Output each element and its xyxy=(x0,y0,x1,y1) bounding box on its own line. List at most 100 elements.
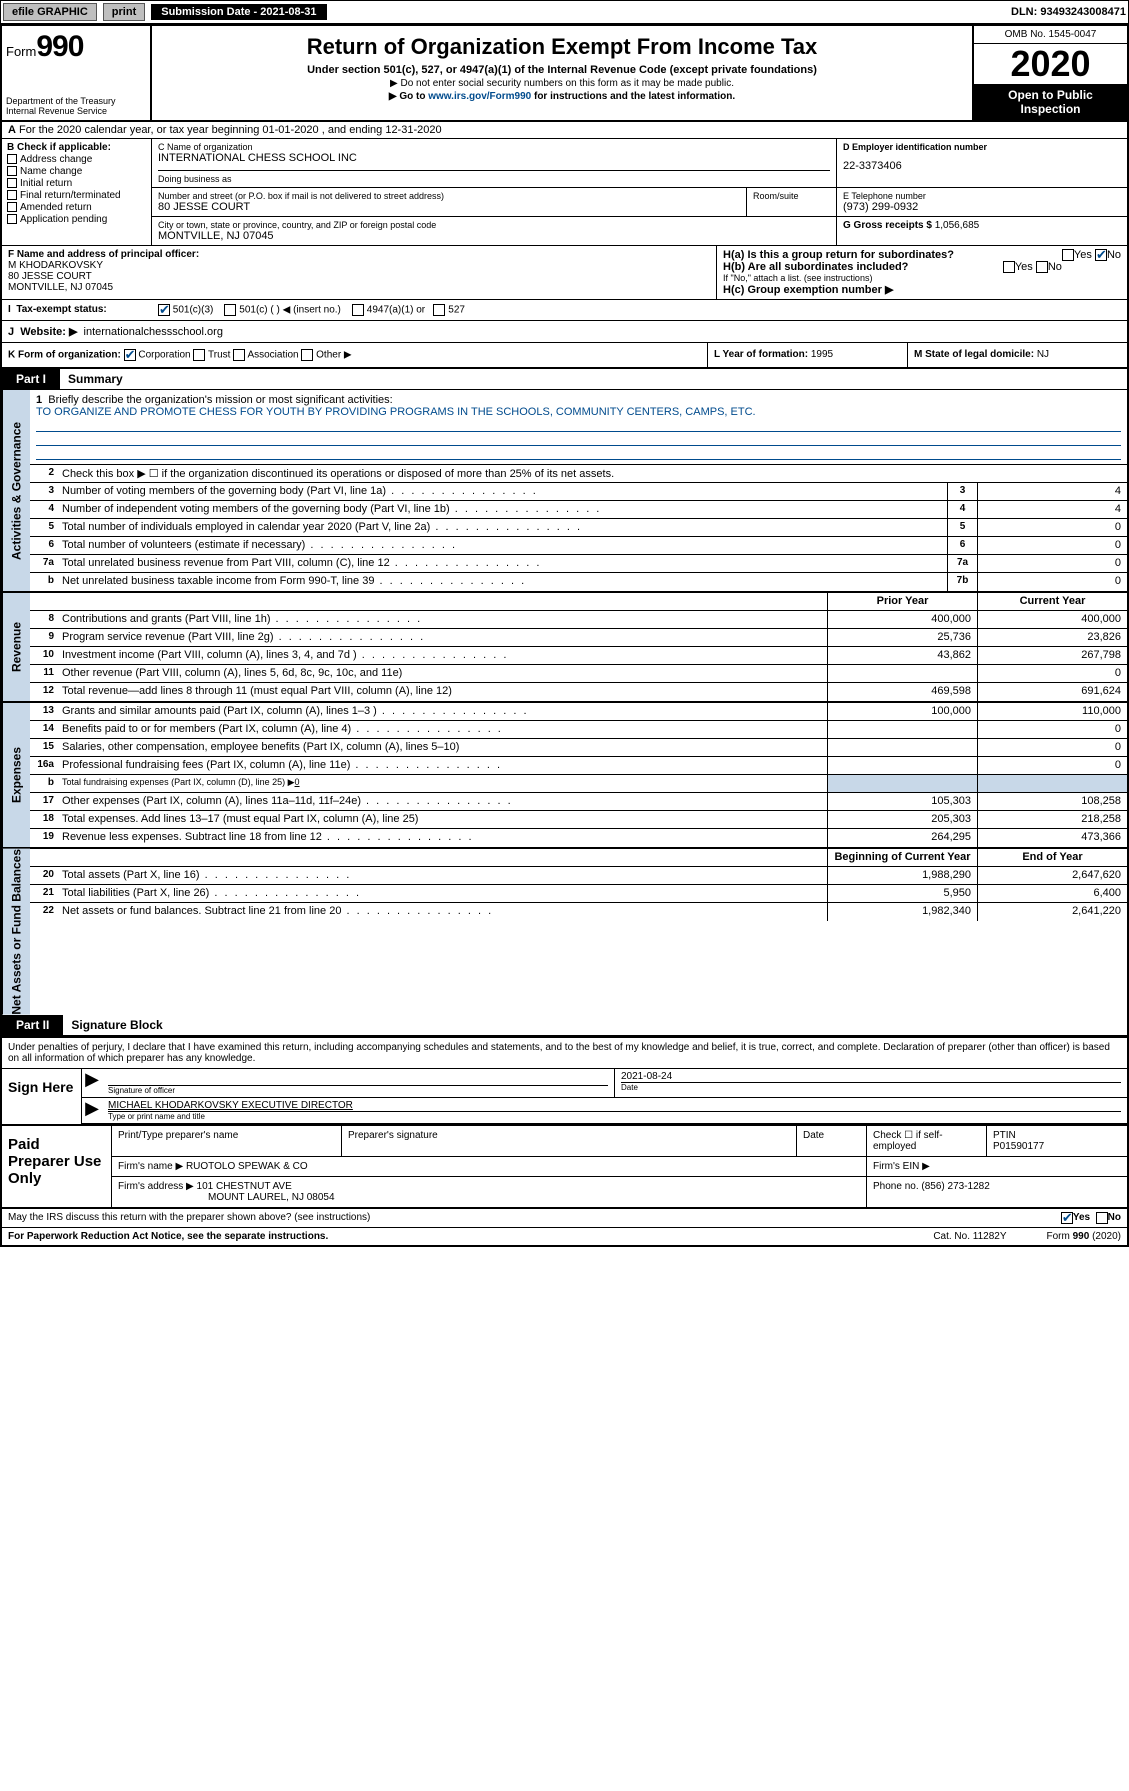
prep-name-hdr: Print/Type preparer's name xyxy=(112,1126,342,1156)
box-b: B Check if applicable: Address change Na… xyxy=(2,139,152,245)
line16b: Total fundraising expenses (Part IX, col… xyxy=(58,775,827,792)
discuss-yes[interactable] xyxy=(1061,1212,1073,1224)
chk-527[interactable] xyxy=(433,304,445,316)
discuss-no[interactable] xyxy=(1096,1212,1108,1224)
line20: Total assets (Part X, line 16) xyxy=(58,867,827,884)
efile-button[interactable]: efile GRAPHIC xyxy=(3,3,97,21)
phone-value: (856) 273-1282 xyxy=(921,1181,989,1192)
form-title: Return of Organization Exempt From Incom… xyxy=(160,34,964,60)
line2: Check this box ▶ ☐ if the organization d… xyxy=(58,465,1127,482)
note-goto: ▶ Go to www.irs.gov/Form990 for instruct… xyxy=(160,91,964,102)
officer-addr1: 80 JESSE COURT xyxy=(8,271,710,282)
chk-other[interactable] xyxy=(301,349,313,361)
org-name: INTERNATIONAL CHESS SCHOOL INC xyxy=(158,152,830,164)
paid-preparer-label: Paid Preparer Use Only xyxy=(2,1126,112,1207)
chk-501c[interactable] xyxy=(224,304,236,316)
sig-officer-label: Signature of officer xyxy=(108,1085,608,1095)
addr-label: Number and street (or P.O. box if mail i… xyxy=(158,191,740,201)
officer-name: M KHODARKOVSKY xyxy=(8,260,710,271)
line9: Program service revenue (Part VIII, line… xyxy=(58,629,827,646)
city-label: City or town, state or province, country… xyxy=(158,220,830,230)
firm-name-label: Firm's name ▶ xyxy=(118,1161,183,1172)
chk-name-change[interactable]: Name change xyxy=(20,166,82,177)
form-frame: Form990 Department of the Treasury Inter… xyxy=(0,24,1129,1247)
row-a-period: A For the 2020 calendar year, or tax yea… xyxy=(2,122,1127,139)
website: internationalchessschool.org xyxy=(84,326,223,338)
phone-label: Phone no. xyxy=(873,1181,919,1192)
vtab-expenses: Expenses xyxy=(2,703,30,847)
ptin-label: PTIN xyxy=(993,1130,1121,1141)
open-public-badge: Open to Public Inspection xyxy=(974,84,1127,120)
irs-link[interactable]: www.irs.gov/Form990 xyxy=(428,91,531,102)
chk-address-change[interactable]: Address change xyxy=(20,154,92,165)
sign-date-label: Date xyxy=(621,1082,1121,1092)
line19: Revenue less expenses. Subtract line 18 … xyxy=(58,829,827,847)
city-state-zip: MONTVILLE, NJ 07045 xyxy=(158,230,830,242)
line4: Number of independent voting members of … xyxy=(58,501,947,518)
perjury-statement: Under penalties of perjury, I declare th… xyxy=(2,1038,1127,1069)
line7b: Net unrelated business taxable income fr… xyxy=(58,573,947,591)
gross-receipts: 1,056,685 xyxy=(935,220,980,231)
dln: DLN: 93493243008471 xyxy=(1011,6,1126,18)
firm-addr1: 101 CHESTNUT AVE xyxy=(197,1181,292,1192)
line10: Investment income (Part VIII, column (A)… xyxy=(58,647,827,664)
part2-header: Part II Signature Block xyxy=(2,1015,1127,1036)
vtab-revenue: Revenue xyxy=(2,593,30,701)
line22: Net assets or fund balances. Subtract li… xyxy=(58,903,827,921)
street-address: 80 JESSE COURT xyxy=(158,201,740,213)
line16a: Professional fundraising fees (Part IX, … xyxy=(58,757,827,774)
print-button[interactable]: print xyxy=(103,3,145,21)
h-a: H(a) Is this a group return for subordin… xyxy=(723,249,1121,261)
vtab-governance: Activities & Governance xyxy=(2,390,30,591)
chk-assoc[interactable] xyxy=(233,349,245,361)
form-subtitle: Under section 501(c), 527, or 4947(a)(1)… xyxy=(160,64,964,76)
hdr-end: End of Year xyxy=(977,849,1127,866)
line8: Contributions and grants (Part VIII, lin… xyxy=(58,611,827,628)
line18: Total expenses. Add lines 13–17 (must eq… xyxy=(58,811,827,828)
chk-trust[interactable] xyxy=(193,349,205,361)
form-footer: Form 990 (2020) xyxy=(1047,1231,1121,1242)
box-l: L Year of formation: 1995 xyxy=(707,343,907,367)
chk-corp[interactable] xyxy=(124,349,136,361)
box-e-label: E Telephone number xyxy=(843,191,1121,201)
line1-label: Briefly describe the organization's miss… xyxy=(48,394,392,406)
telephone: (973) 299-0932 xyxy=(843,201,1121,213)
topbar: efile GRAPHIC print Submission Date - 20… xyxy=(0,0,1129,24)
dba-label: Doing business as xyxy=(158,170,830,184)
box-m: M State of legal domicile: NJ xyxy=(907,343,1127,367)
line7a: Total unrelated business revenue from Pa… xyxy=(58,555,947,572)
officer-name-title: MICHAEL KHODARKOVSKY EXECUTIVE DIRECTOR xyxy=(108,1100,1121,1111)
line14: Benefits paid to or for members (Part IX… xyxy=(58,721,827,738)
firm-addr-label: Firm's address ▶ xyxy=(118,1181,194,1192)
chk-501c3[interactable] xyxy=(158,304,170,316)
ptin-value: P01590177 xyxy=(993,1141,1121,1152)
form-header: Form990 Department of the Treasury Inter… xyxy=(2,26,1127,122)
box-f-label: F Name and address of principal officer: xyxy=(8,249,710,260)
line21: Total liabilities (Part X, line 26) xyxy=(58,885,827,902)
chk-app-pending[interactable]: Application pending xyxy=(20,214,107,225)
vtab-net-assets: Net Assets or Fund Balances xyxy=(2,849,30,1015)
prep-date-hdr: Date xyxy=(797,1126,867,1156)
officer-addr2: MONTVILLE, NJ 07045 xyxy=(8,282,710,293)
sign-date: 2021-08-24 xyxy=(621,1071,1121,1082)
note-ssn: ▶ Do not enter social security numbers o… xyxy=(160,78,964,89)
chk-amended[interactable]: Amended return xyxy=(20,202,92,213)
mission-text: TO ORGANIZE AND PROMOTE CHESS FOR YOUTH … xyxy=(36,406,1121,418)
box-k: K Form of organization: Corporation Trus… xyxy=(2,343,707,367)
prep-self-hdr: Check ☐ if self-employed xyxy=(867,1126,987,1156)
irs-label: Internal Revenue Service xyxy=(6,106,146,116)
line3: Number of voting members of the governin… xyxy=(58,483,947,500)
h-b-note: If "No," attach a list. (see instruction… xyxy=(723,273,1121,283)
chk-initial-return[interactable]: Initial return xyxy=(20,178,72,189)
omb-number: OMB No. 1545-0047 xyxy=(974,26,1127,44)
line11: Other revenue (Part VIII, column (A), li… xyxy=(58,665,827,682)
ein: 22-3373406 xyxy=(843,160,1121,172)
h-b: H(b) Are all subordinates included? Yes … xyxy=(723,261,1121,273)
line15: Salaries, other compensation, employee b… xyxy=(58,739,827,756)
box-g-label: G Gross receipts $ xyxy=(843,220,932,231)
form-number: Form990 xyxy=(6,30,146,64)
chk-final-return[interactable]: Final return/terminated xyxy=(20,190,121,201)
chk-4947[interactable] xyxy=(352,304,364,316)
hdr-prior: Prior Year xyxy=(827,593,977,610)
box-d-label: D Employer identification number xyxy=(843,142,1121,152)
